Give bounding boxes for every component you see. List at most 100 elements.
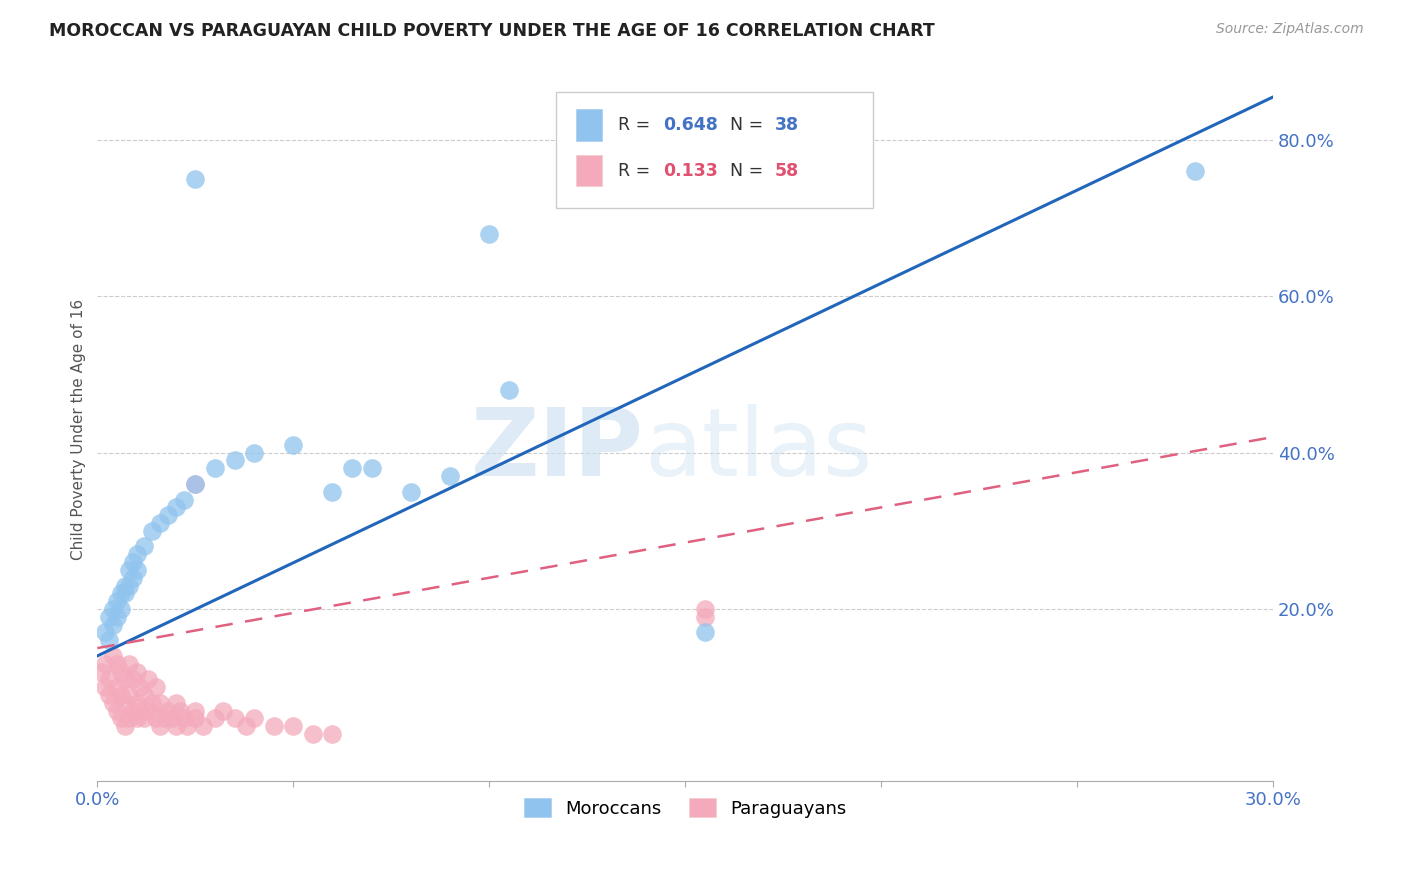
Point [121,673,143,687]
Point [105,610,128,624]
Point [110,688,132,702]
Text: 58: 58 [775,162,799,180]
Point [263,719,285,733]
Point [121,704,143,718]
Point [114,673,136,687]
Point [110,586,132,600]
Point [141,524,163,538]
Point [98,633,121,648]
Point [136,704,159,718]
Point [129,704,152,718]
Point [156,704,179,718]
Point [105,680,128,694]
Point [184,711,207,725]
Point [169,704,191,718]
Point [184,477,207,491]
Point [184,172,207,186]
Point [204,711,226,725]
FancyBboxPatch shape [555,92,873,208]
Point [141,696,163,710]
Text: ZIP: ZIP [471,404,644,496]
Point [340,461,363,475]
Point [90,665,112,679]
Point [243,711,266,725]
Point [173,711,195,725]
Point [105,594,128,608]
Point [165,696,187,710]
Point [94,625,117,640]
Text: 38: 38 [775,116,799,135]
Point [360,461,382,475]
Point [105,704,128,718]
Point [145,680,167,694]
Point [165,500,187,515]
Point [125,711,148,725]
Text: atlas: atlas [644,404,872,496]
FancyBboxPatch shape [576,109,602,141]
Point [153,711,176,725]
Point [224,711,246,725]
Point [98,673,121,687]
Point [110,711,132,725]
Point [121,555,143,569]
Point [145,711,167,725]
Point [176,719,198,733]
Point [693,602,716,616]
Point [125,563,148,577]
Point [121,571,143,585]
Text: Source: ZipAtlas.com: Source: ZipAtlas.com [1216,22,1364,37]
Text: 0.648: 0.648 [662,116,717,135]
Point [114,578,136,592]
Point [173,492,195,507]
Point [1184,164,1206,178]
Point [243,445,266,459]
Text: N =: N = [730,116,769,135]
Point [693,610,716,624]
Point [125,547,148,561]
Point [211,704,233,718]
Point [94,680,117,694]
Text: N =: N = [730,162,769,180]
Point [98,688,121,702]
Point [191,719,214,733]
Point [498,383,520,397]
Point [302,727,325,741]
Point [693,625,716,640]
Y-axis label: Child Poverty Under the Age of 16: Child Poverty Under the Age of 16 [72,299,86,560]
Point [160,711,183,725]
Point [125,696,148,710]
Text: MOROCCAN VS PARAGUAYAN CHILD POVERTY UNDER THE AGE OF 16 CORRELATION CHART: MOROCCAN VS PARAGUAYAN CHILD POVERTY UND… [49,22,935,40]
Point [101,602,124,616]
Point [101,617,124,632]
Point [283,719,305,733]
Point [184,477,207,491]
Point [94,657,117,671]
Point [101,696,124,710]
Point [114,719,136,733]
Text: R =: R = [619,162,661,180]
Point [399,484,422,499]
Point [321,484,343,499]
Point [204,461,226,475]
Point [105,657,128,671]
Point [156,508,179,523]
Point [134,711,156,725]
Point [283,438,305,452]
Point [114,586,136,600]
Point [118,688,141,702]
Point [184,704,207,718]
Point [118,578,141,592]
Point [134,688,156,702]
Point [235,719,257,733]
Point [165,719,187,733]
Point [134,540,156,554]
Point [98,610,121,624]
Point [101,648,124,663]
Text: R =: R = [619,116,657,135]
Point [149,696,172,710]
FancyBboxPatch shape [576,155,602,186]
Point [224,453,246,467]
Point [321,727,343,741]
Point [478,227,501,241]
Point [118,563,141,577]
